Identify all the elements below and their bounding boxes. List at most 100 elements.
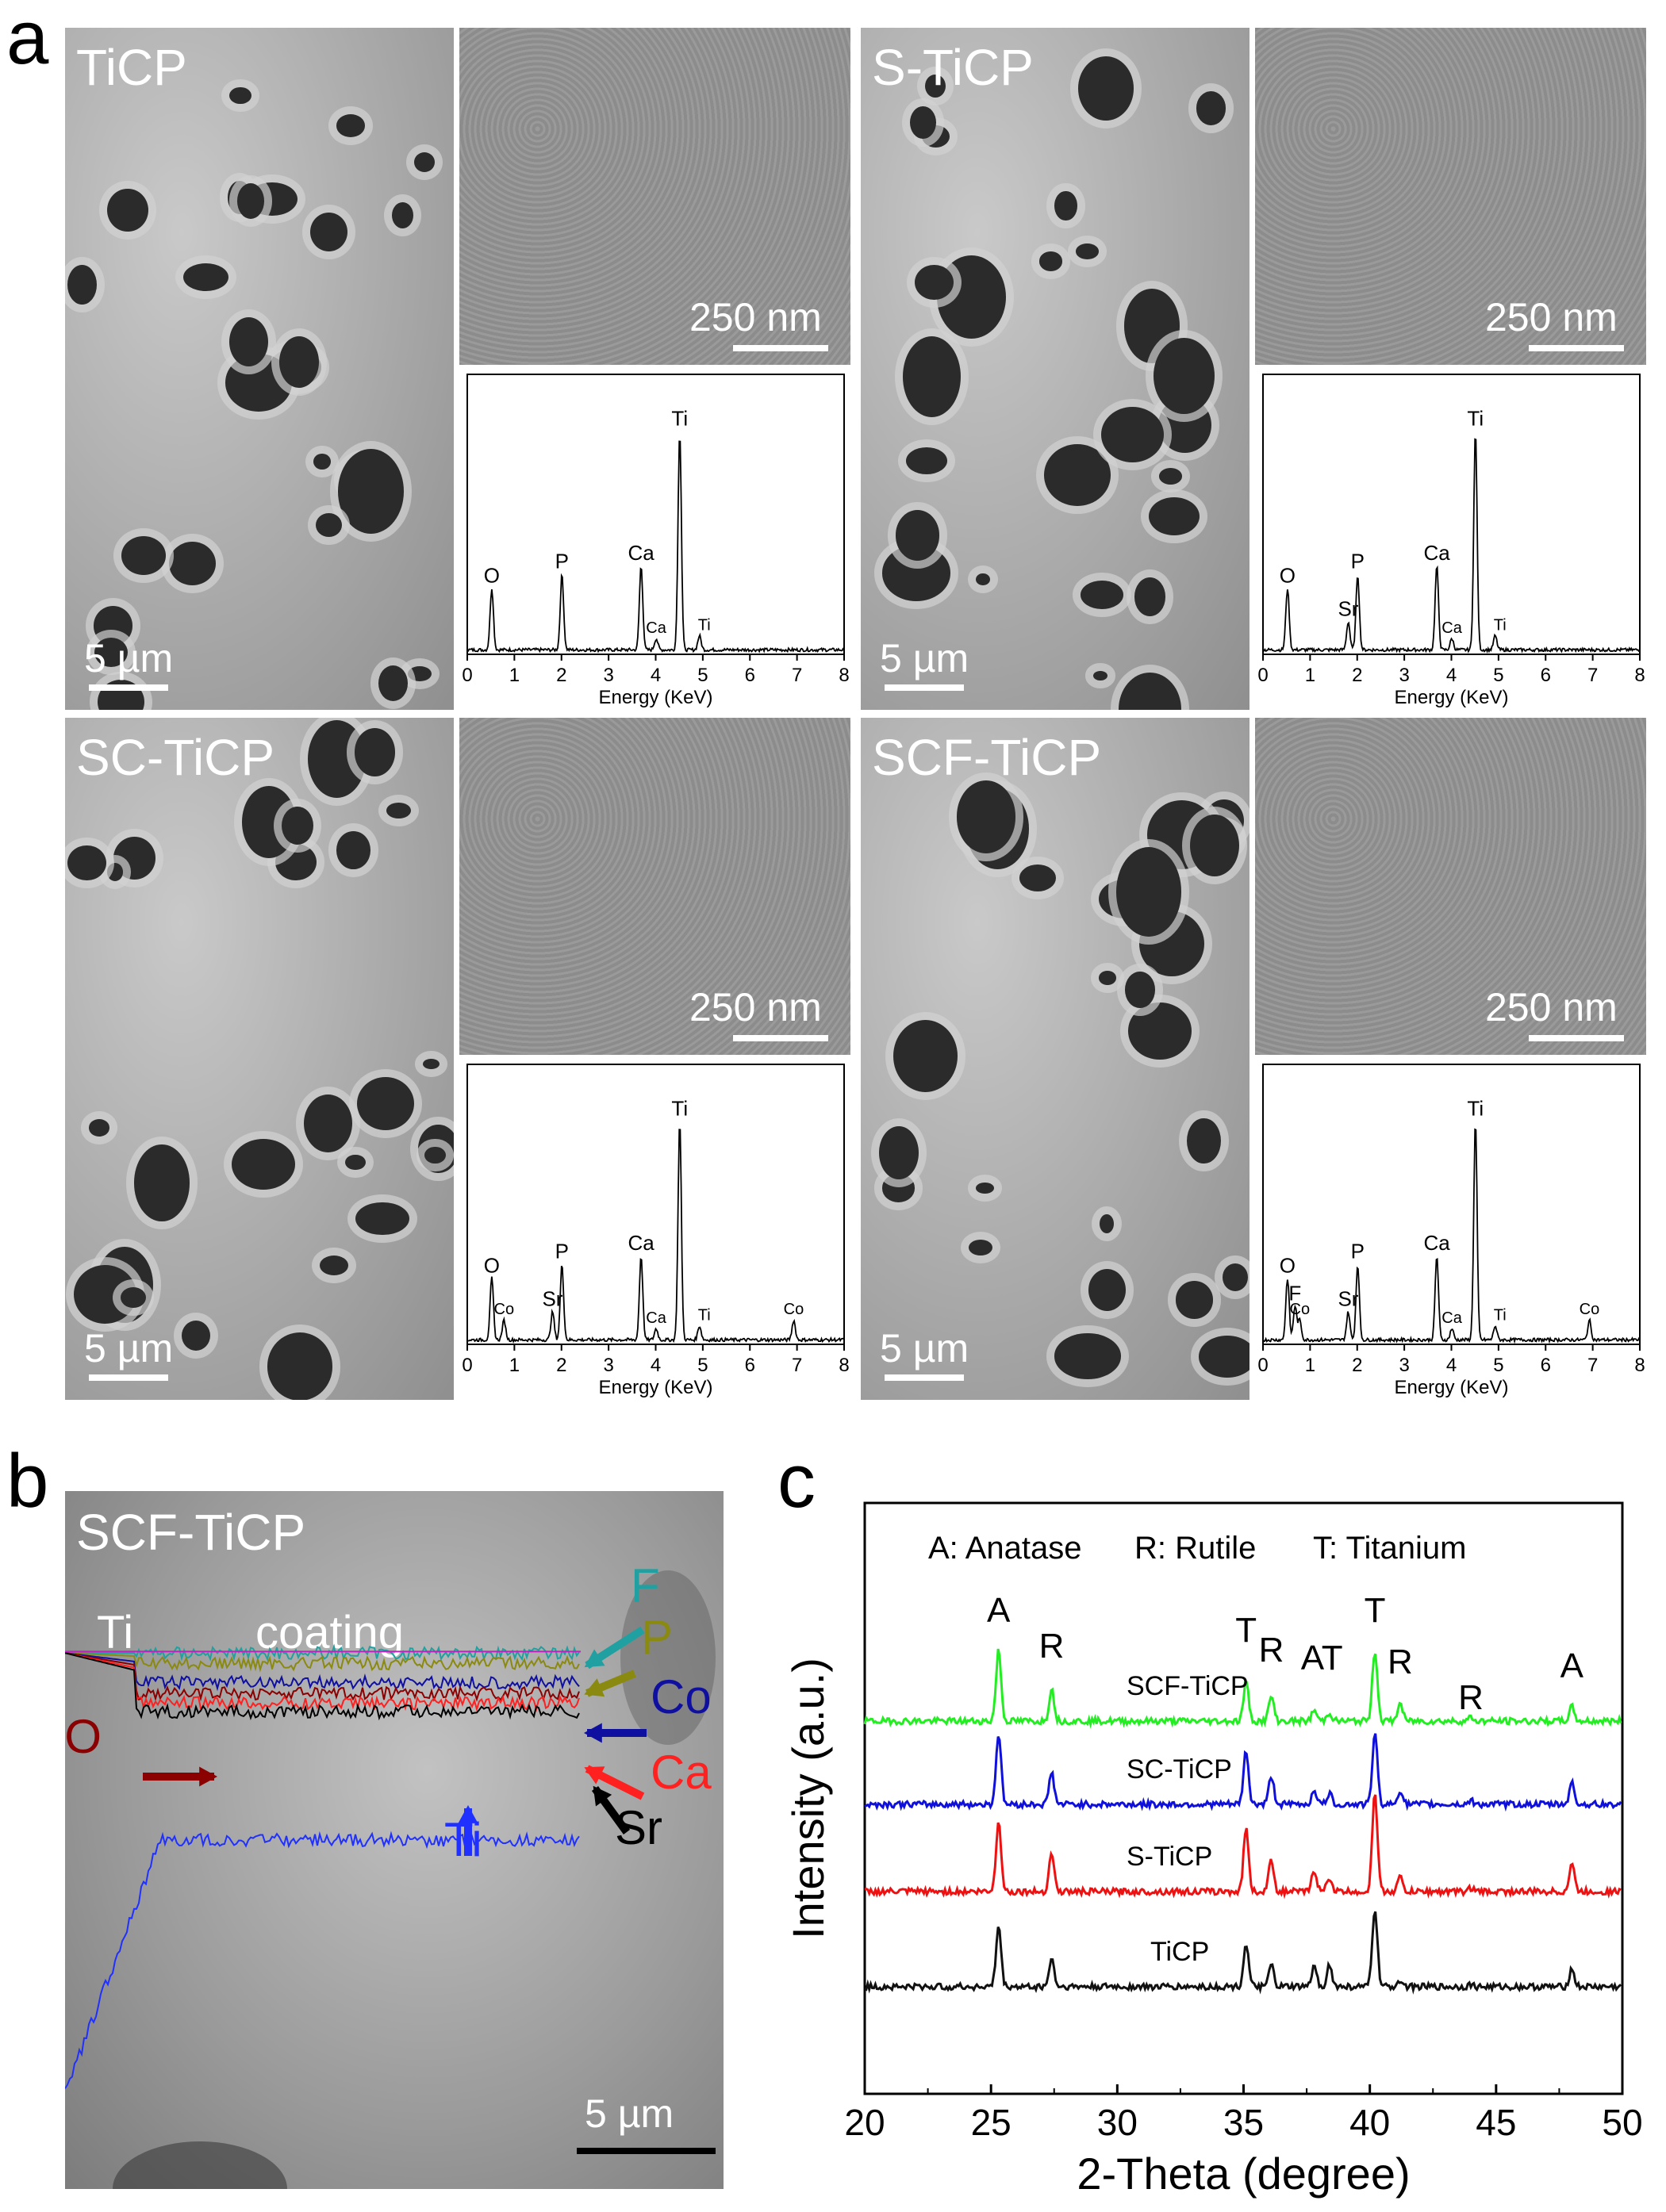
pore [1077,56,1134,121]
pore [106,862,124,881]
xrd-tick-label: 50 [1602,2102,1642,2143]
xrd-tick-label: 20 [844,2102,885,2143]
pore [107,188,149,232]
xrd-xlabel: 2-Theta (degree) [1077,2149,1410,2199]
pore [1196,91,1226,125]
eds-tick-label: 3 [1399,665,1409,686]
pore [231,1138,295,1190]
pore [229,316,269,366]
eds-tick-label: 7 [792,665,802,686]
eds-peak-label: Ti [1494,616,1507,634]
pore [336,831,371,869]
eds-frame [1262,374,1641,655]
pore [423,1058,440,1069]
eds-tick-label: 6 [745,1355,755,1376]
pore [1198,1336,1250,1378]
xrd-series-label: TiCP [1150,1937,1209,1967]
pore [67,845,106,880]
pore [182,263,228,291]
eds-peak-label: Co [494,1301,515,1318]
eds-tick-label: 4 [651,1355,661,1376]
eds-tick-label: 6 [1541,1355,1551,1376]
xrd-tick-label: 30 [1097,2102,1138,2143]
eds-tick-label: 4 [1446,1355,1457,1376]
scale-bar-high [733,1035,828,1041]
eds-peak-label: Ca [1423,541,1450,565]
eds-peak-label: P [555,1240,569,1263]
pore [915,265,954,301]
eds-xlabel: Energy (KeV) [1394,687,1508,708]
xrd-peak-label: A [1560,1647,1584,1685]
xrd-svg: 20 25 30 35 40 45 50 2-Theta (degree) Intensity … [785,1501,1643,2199]
eds-tick-label: 5 [1493,1355,1503,1376]
eds-peak-label: F [1288,1282,1301,1305]
scale-bar-high [1529,345,1624,351]
high-mag-sem-image: 250 nm [1255,718,1646,1055]
xrd-phase-legend: A: Anatase R: Rutile T: Titanium [928,1531,1466,1566]
high-mag-sem-image: 250 nm [459,718,850,1055]
eds-tick-label: 8 [839,665,849,686]
eds-peak-label: Ca [1441,1309,1462,1327]
scale-text-high: 250 nm [1485,295,1618,339]
eds-peak-label: Sr [1338,597,1358,621]
eds-tick-label: 2 [1352,665,1362,686]
xrd-peak-label: A [987,1591,1011,1630]
pore [1134,577,1165,616]
eds-peak-label: P [1351,1240,1365,1263]
sample-label: SCF-TiCP [872,729,1102,786]
pore [229,86,251,105]
pore [1100,406,1164,462]
low-mag-sem-image: S-TiCP 5 µm [861,28,1250,710]
eds-tick-label: 2 [1352,1355,1362,1376]
pore [975,1182,995,1194]
eds-tick-label: 8 [1634,665,1645,686]
pore [1175,1280,1214,1319]
eds-peak-label: Ca [1441,619,1462,637]
eds-xlabel: Energy (KeV) [1394,1377,1508,1398]
eds-tick-label: 2 [556,665,566,686]
scale-bar-high [733,345,828,351]
pore [386,803,411,818]
pore [355,1202,410,1236]
eds-peak-label: Sr [1338,1287,1358,1311]
eds-tick-label: 5 [697,1355,708,1376]
line-scan-sr [65,1652,580,1721]
eds-peak-label: Ti [671,1097,688,1121]
pore [281,806,313,845]
region-coating-label: coating [255,1607,405,1658]
xrd-phase-legend-item: T: Titanium [1313,1531,1466,1566]
xrd-tick-label: 35 [1223,2102,1264,2143]
line-scan-p [65,1652,580,1673]
eds-tick-label: 1 [509,665,520,686]
pore [236,182,265,220]
eds-peak-label: Ti [698,1306,711,1324]
eds-peak-label: Co [784,1301,804,1318]
pore [1038,251,1063,271]
eds-tick-label: 7 [1587,1355,1598,1376]
eds-tick-label: 8 [1634,1355,1645,1376]
pore [313,453,331,470]
panel-b-scale-bar [577,2148,716,2154]
low-mag-sem-image: TiCP 5 µm [65,28,454,710]
eds-trace [466,1129,845,1344]
pore [1054,190,1077,221]
scale-text-high: 250 nm [1485,985,1618,1029]
pore [424,1146,446,1164]
pore [1019,864,1056,892]
pore [320,1255,349,1275]
eds-peak-label: P [1351,550,1365,573]
eds-peak-label: O [484,1253,500,1277]
pore [315,512,342,538]
eds-peak-label: Ti [698,616,711,634]
scale-text-high: 250 nm [689,295,822,339]
line-scan-co [65,1652,580,1692]
pore [392,201,414,228]
line-scan-o [65,1652,580,1703]
high-mag-sem-image: 250 nm [1255,28,1646,365]
eds-peak-label: Sr [542,1287,562,1311]
eds-peak-label: O [484,563,500,587]
pore [879,1125,919,1179]
eds-svg: 0 1 2 3 4 5 6 7 8 Energy (KeV) O Co Sr P Ca Ca Ti Ti Co [462,1064,850,1398]
scale-bar-high [1529,1035,1624,1041]
eds-tick-label: 4 [1446,665,1457,686]
